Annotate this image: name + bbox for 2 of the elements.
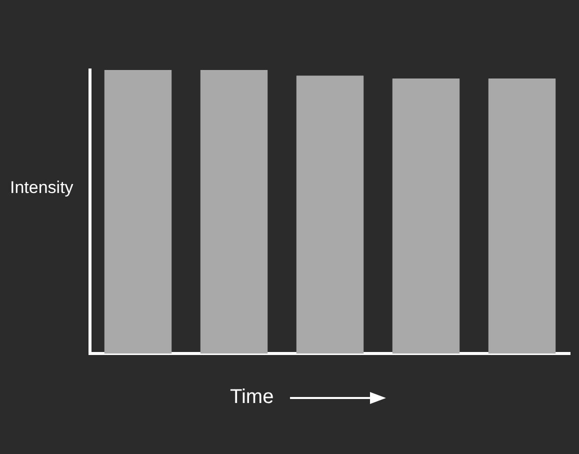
y-axis-title: Intensity — [10, 178, 74, 198]
x-axis-title: Time — [230, 386, 274, 409]
